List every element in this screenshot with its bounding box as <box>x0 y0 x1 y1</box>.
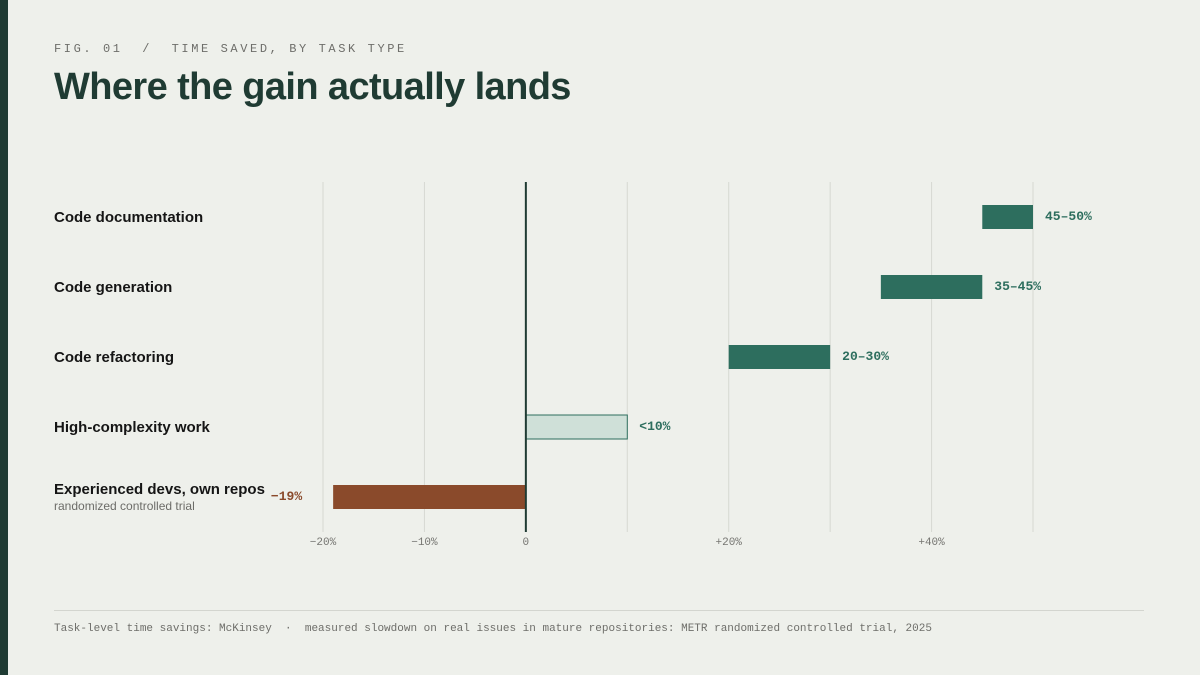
bar <box>880 275 983 299</box>
category-label: Code refactoring <box>54 349 174 366</box>
bar <box>525 414 628 440</box>
category-label: Code generation <box>54 279 172 296</box>
category-note: randomized controlled trial <box>54 499 195 513</box>
tick-label: −20% <box>310 537 337 549</box>
left-accent-bar <box>0 0 8 675</box>
time-saved-chart: Code documentation 45–50% Code generation 3… <box>54 182 1092 549</box>
bar <box>333 485 526 509</box>
tick-label: −10% <box>411 537 438 549</box>
bar <box>728 345 831 369</box>
tick-label: +40% <box>918 537 945 549</box>
value-label: 20–30% <box>842 349 889 364</box>
value-label: −19% <box>271 489 302 504</box>
category-label: High-complexity work <box>54 419 211 436</box>
value-label: <10% <box>639 419 670 434</box>
category-label: Experienced devs, own repos <box>54 481 265 498</box>
figure-kicker: FIG. 01 / TIME SAVED, BY TASK TYPE <box>54 42 407 56</box>
tick-label: +20% <box>716 537 743 549</box>
value-label: 45–50% <box>1045 209 1092 224</box>
bar <box>982 205 1033 229</box>
category-label: Code documentation <box>54 209 203 226</box>
value-label: 35–45% <box>994 279 1041 294</box>
page-title: Where the gain actually lands <box>54 66 571 108</box>
tick-label: 0 <box>523 537 530 549</box>
footer-divider <box>54 610 1144 611</box>
source-note: Task-level time savings: McKinsey · meas… <box>54 623 932 635</box>
